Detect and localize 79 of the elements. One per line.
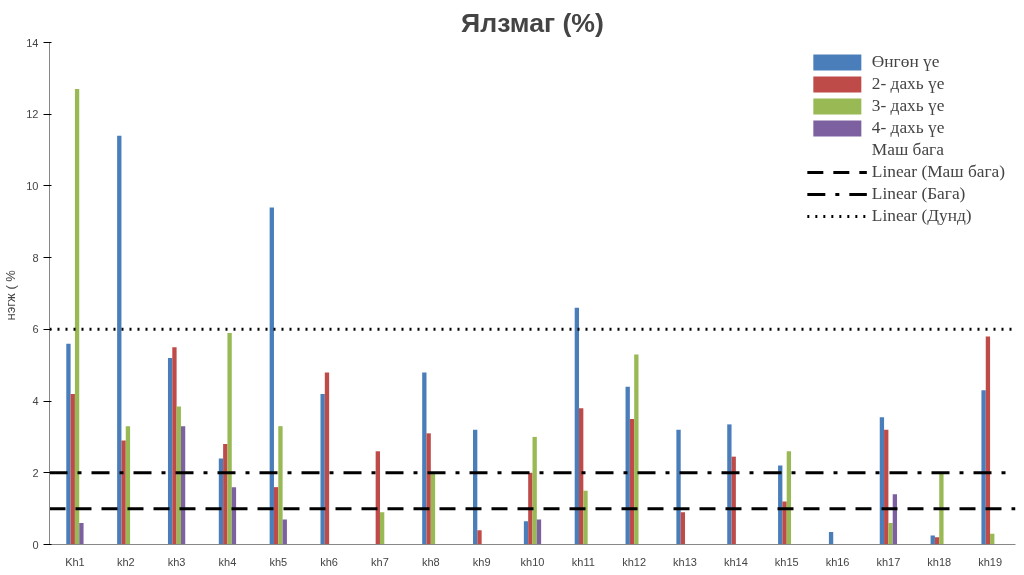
bar — [172, 347, 177, 545]
x-tick-label: kh11 — [571, 555, 595, 568]
x-tick-label: kh9 — [472, 555, 491, 568]
y-tick-label: 14 — [26, 36, 39, 49]
y-axis-title: нэгж ( % — [3, 269, 19, 321]
legend-label: Өнгөн үе — [871, 52, 940, 72]
bar — [282, 519, 287, 545]
bar — [379, 512, 385, 545]
legend-label: Linear (Маш бага) — [871, 162, 1005, 182]
y-tick-label: 12 — [26, 108, 39, 121]
y-tick-label: 4 — [32, 395, 39, 408]
x-tick-label: kh19 — [978, 555, 1003, 568]
x-tick-label: kh3 — [167, 555, 186, 568]
legend-label: Linear (Бага) — [871, 184, 966, 204]
bar — [888, 522, 893, 545]
bar — [477, 530, 482, 545]
bar — [66, 343, 71, 545]
bar — [278, 426, 283, 545]
bar — [324, 372, 330, 545]
legend-label: 3- дахь үе — [871, 96, 945, 116]
bar — [939, 472, 944, 545]
y-tick-label: 10 — [26, 179, 39, 192]
x-tick-label: kh5 — [269, 555, 288, 568]
bar — [536, 519, 542, 545]
x-tick-label: kh12 — [622, 555, 647, 568]
bar — [574, 307, 580, 545]
bar — [273, 487, 279, 545]
bar — [676, 429, 681, 545]
bar — [269, 207, 274, 545]
bar — [879, 417, 885, 545]
bar — [934, 537, 940, 545]
x-tick-label: kh15 — [774, 555, 799, 568]
x-tick-label: kh16 — [825, 555, 850, 568]
legend-label: Linear (Дунд) — [871, 206, 972, 226]
y-tick-label: 8 — [32, 251, 39, 264]
x-tick-label: kh4 — [218, 555, 237, 568]
bar — [320, 393, 325, 545]
bar — [79, 522, 84, 545]
bar — [884, 429, 889, 545]
bar — [422, 372, 427, 545]
bar — [117, 135, 122, 545]
bar — [532, 436, 537, 545]
x-tick-label: Kh1 — [65, 555, 85, 568]
x-tick-label: kh6 — [320, 555, 339, 568]
bar — [680, 512, 686, 545]
bar — [70, 393, 75, 545]
x-tick-label: kh13 — [673, 555, 697, 568]
legend-label: 2- дахь үе — [871, 74, 945, 94]
bar — [629, 419, 635, 545]
bar — [125, 426, 131, 545]
bar — [579, 408, 584, 545]
bar — [523, 521, 529, 545]
bar — [375, 451, 380, 545]
bar — [782, 501, 787, 545]
x-tick-label: kh10 — [520, 555, 545, 568]
y-tick-label: 6 — [32, 323, 39, 336]
bar — [981, 390, 986, 545]
legend-label: 4- дахь үе — [871, 118, 945, 138]
text: Маш бага — [871, 140, 944, 160]
bar — [167, 358, 173, 545]
bar — [121, 440, 126, 545]
bar — [430, 472, 436, 545]
x-tick-label: kh8 — [421, 555, 440, 568]
x-tick-label: kh17 — [876, 555, 901, 568]
bar — [176, 406, 181, 545]
x-tick-label: kh2 — [116, 555, 135, 568]
bar — [74, 89, 80, 545]
bar — [528, 472, 533, 545]
y-tick-label: 0 — [32, 538, 39, 551]
bar — [634, 354, 639, 545]
y-tick-label: 2 — [32, 466, 39, 479]
bar — [583, 490, 588, 545]
x-tick-label: kh14 — [723, 555, 748, 568]
bar — [227, 332, 232, 545]
x-tick-label: kh7 — [371, 555, 389, 568]
chart-title: Ялзмаг (%) — [461, 7, 604, 38]
bar — [727, 424, 732, 545]
bar — [426, 433, 431, 545]
x-tick-label: kh18 — [927, 555, 952, 568]
